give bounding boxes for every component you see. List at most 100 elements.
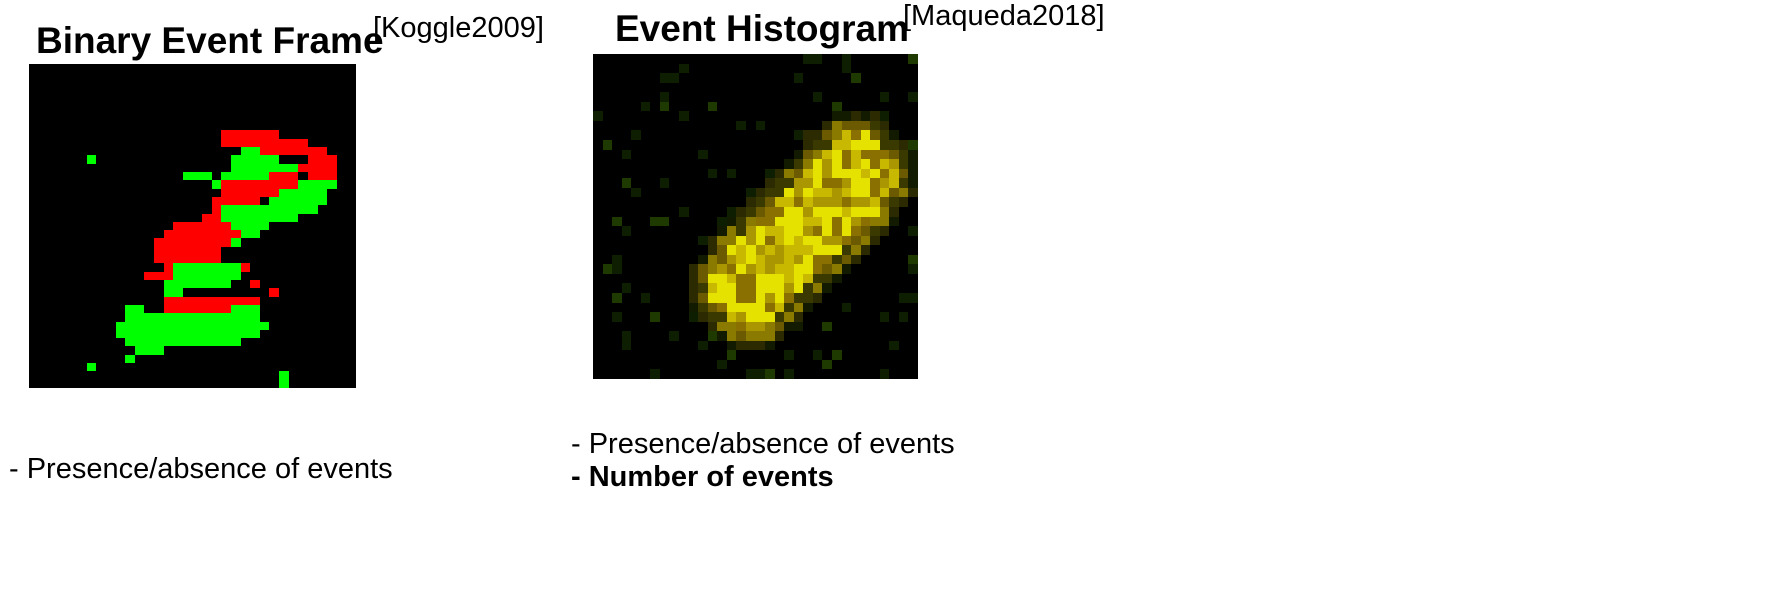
pixel: [898, 283, 909, 293]
pixel: [612, 283, 622, 293]
pixel: [889, 302, 899, 313]
pixel: [327, 64, 337, 73]
pixel: [279, 163, 289, 172]
pixel: [182, 271, 193, 280]
pixel: [908, 54, 918, 64]
pixel: [221, 113, 231, 123]
pixel: [202, 196, 212, 206]
pixel: [879, 73, 890, 83]
pixel: [851, 283, 861, 293]
pixel: [86, 105, 97, 114]
pixel: [77, 105, 87, 114]
pixel: [650, 149, 660, 160]
pixel: [822, 54, 832, 64]
pixel: [803, 206, 813, 217]
pixel: [698, 82, 708, 93]
pixel: [851, 63, 861, 74]
pixel: [279, 238, 289, 247]
pixel: [269, 263, 280, 272]
pixel: [765, 197, 775, 207]
pixel: [144, 172, 155, 181]
pixel: [631, 273, 641, 284]
pixel: [96, 105, 106, 114]
pixel: [288, 180, 299, 189]
pixel: [812, 140, 823, 150]
pixel: [602, 350, 613, 360]
pixel: [298, 172, 308, 181]
pixel: [173, 304, 183, 314]
pixel: [650, 92, 660, 102]
pixel: [898, 159, 909, 169]
pixel: [86, 180, 97, 189]
pixel: [327, 205, 337, 214]
pixel: [77, 371, 87, 380]
pixel: [879, 235, 890, 246]
pixel: [679, 321, 689, 332]
pixel: [831, 245, 842, 255]
pixel: [621, 235, 632, 246]
pixel: [125, 379, 135, 388]
pixel: [745, 197, 756, 207]
pixel: [602, 197, 613, 207]
pixel: [86, 329, 97, 339]
pixel: [726, 168, 737, 179]
pixel: [134, 313, 145, 322]
pixel: [612, 350, 622, 360]
pixel: [173, 180, 183, 189]
pixel: [134, 122, 145, 131]
pixel: [602, 321, 613, 332]
pixel: [774, 226, 785, 236]
pixel: [755, 159, 766, 169]
pixel: [29, 80, 39, 89]
pixel: [870, 111, 880, 121]
pixel: [240, 246, 251, 256]
pixel: [793, 92, 804, 102]
pixel: [736, 101, 746, 112]
pixel: [269, 230, 280, 239]
pixel: [173, 371, 183, 380]
pixel: [650, 331, 660, 341]
pixel: [860, 369, 871, 379]
pixel: [317, 313, 328, 322]
pixel: [774, 340, 785, 351]
pixel: [669, 226, 680, 236]
pixel: [755, 226, 766, 236]
pixel: [898, 178, 909, 188]
pixel: [679, 216, 689, 227]
pixel: [269, 280, 280, 289]
pixel: [659, 73, 670, 83]
pixel: [327, 255, 337, 264]
pixel: [77, 354, 87, 364]
pixel: [163, 113, 174, 123]
pixel: [346, 97, 356, 106]
pixel: [889, 82, 899, 93]
pixel: [67, 246, 78, 256]
pixel: [307, 346, 318, 355]
pixel: [793, 254, 804, 265]
pixel: [640, 216, 651, 227]
pixel: [659, 254, 670, 265]
pixel: [860, 149, 871, 160]
pixel: [307, 122, 318, 131]
pixel: [29, 354, 39, 364]
pixel: [631, 340, 641, 351]
pixel: [621, 312, 632, 322]
pixel: [298, 304, 308, 314]
pixel: [745, 92, 756, 102]
pixel: [259, 147, 270, 156]
pixel: [898, 92, 909, 102]
pixel: [134, 263, 145, 272]
pixel: [192, 105, 203, 114]
pixel: [240, 113, 251, 123]
pixel: [698, 369, 708, 379]
pixel: [144, 255, 155, 264]
pixel: [879, 101, 890, 112]
pixel: [317, 72, 328, 81]
pixel: [879, 187, 890, 198]
pixel: [793, 149, 804, 160]
pixel: [115, 263, 126, 272]
pixel: [57, 205, 68, 214]
pixel: [259, 221, 270, 231]
pixel: [192, 180, 203, 189]
pixel: [125, 354, 135, 364]
